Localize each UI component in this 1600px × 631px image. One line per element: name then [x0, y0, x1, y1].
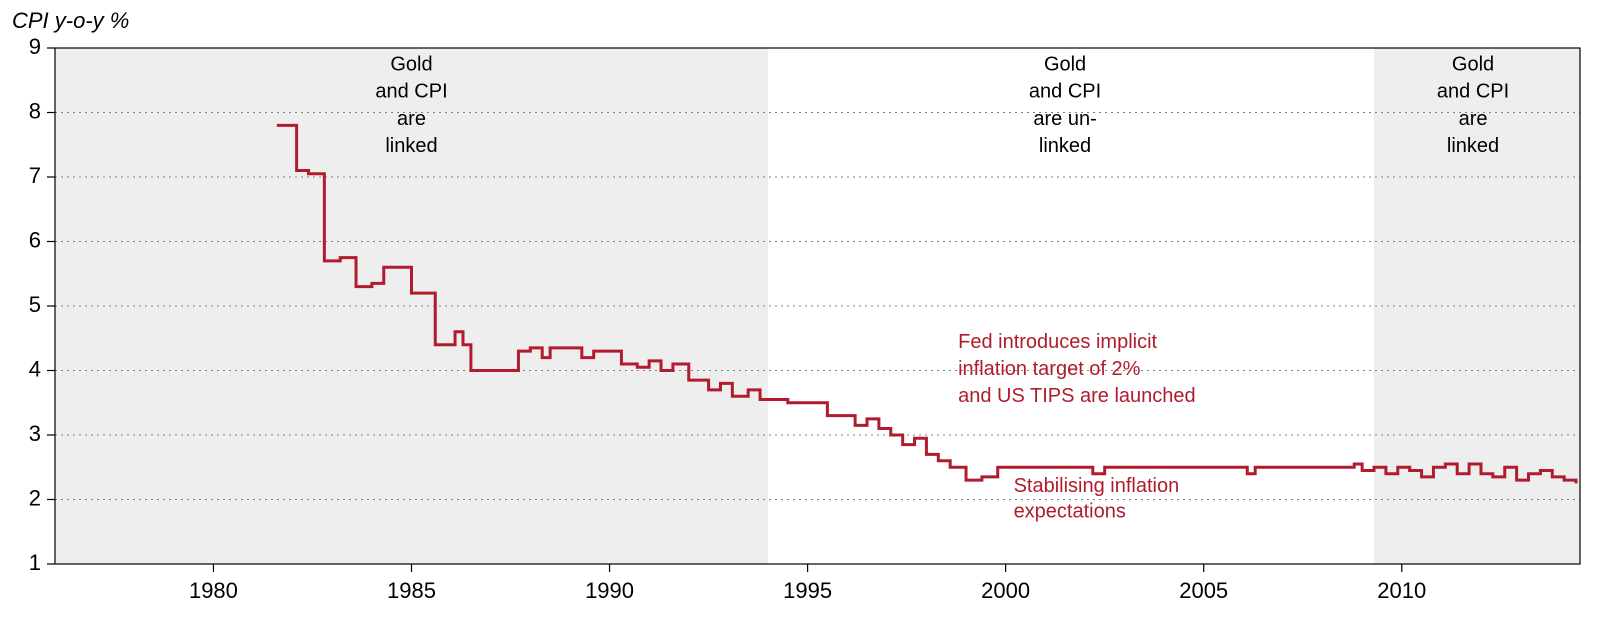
y-tick-label: 7: [29, 163, 41, 188]
region-label: and CPI: [1437, 81, 1509, 103]
region-label: linked: [1447, 135, 1499, 157]
y-tick-label: 1: [29, 550, 41, 575]
region-label: are: [397, 108, 426, 130]
region-label: are un-: [1033, 108, 1096, 130]
region-label: Gold: [1044, 54, 1086, 76]
chart-svg: 1 2 3 4 5 6 7 8 9 1980 1985 1990 1995 2000 2005 2010 CPI…: [0, 0, 1600, 631]
x-tick-label: 1995: [783, 578, 832, 603]
region-label: linked: [385, 135, 437, 157]
region-label: Gold: [1452, 54, 1494, 76]
y-axis-title: CPI y-o-y %: [12, 8, 129, 33]
callout-text: inflation target of 2%: [958, 358, 1141, 380]
region-label: and CPI: [1029, 81, 1101, 103]
y-tick-label: 3: [29, 421, 41, 446]
region-label: linked: [1039, 135, 1091, 157]
y-tick-label: 4: [29, 356, 41, 381]
x-tick-label: 1985: [387, 578, 436, 603]
y-tick-label: 6: [29, 227, 41, 252]
x-tick-label: 2000: [981, 578, 1030, 603]
region-label: and CPI: [375, 81, 447, 103]
x-tick-label: 1980: [189, 578, 238, 603]
region-label: Gold: [390, 54, 432, 76]
y-tick-label: 2: [29, 485, 41, 510]
y-tick-label: 8: [29, 98, 41, 123]
y-tick-label: 9: [29, 34, 41, 59]
callout-text: and US TIPS are launched: [958, 385, 1196, 407]
cpi-step-chart: 1 2 3 4 5 6 7 8 9 1980 1985 1990 1995 2000 2005 2010 CPI…: [0, 0, 1600, 631]
x-tick-label: 2005: [1179, 578, 1228, 603]
x-tick-label: 1990: [585, 578, 634, 603]
callout-text: Stabilising inflation: [1014, 475, 1180, 497]
callout-text: Fed introduces implicit: [958, 331, 1157, 353]
x-tick-label: 2010: [1377, 578, 1426, 603]
region-label: are: [1459, 108, 1488, 130]
y-tick-label: 5: [29, 292, 41, 317]
callout-text: expectations: [1014, 501, 1126, 523]
